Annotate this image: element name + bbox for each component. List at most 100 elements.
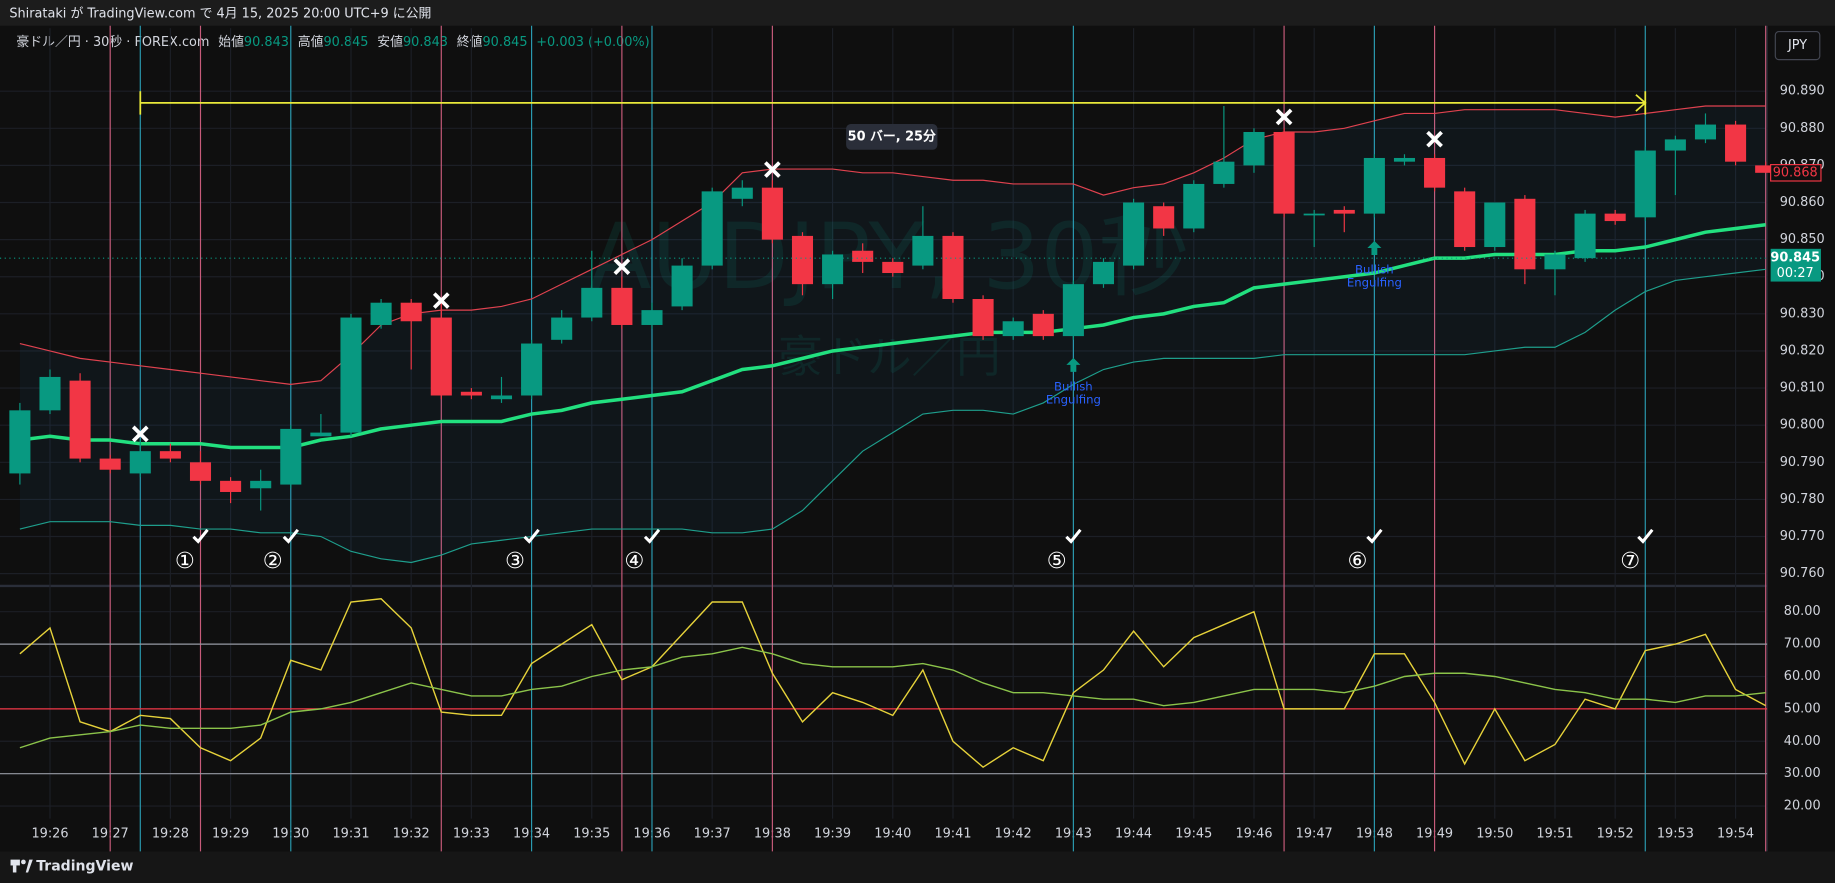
candle-body (822, 254, 844, 285)
candle-body (1694, 124, 1717, 140)
candle-body (1634, 150, 1656, 218)
y-tick-label: 90.760 (1780, 566, 1825, 581)
candle-body (490, 395, 513, 400)
x-mark (432, 292, 450, 309)
candle-body (1333, 209, 1355, 214)
x-mark (1275, 108, 1293, 126)
candle-body (159, 451, 181, 459)
check-mark (192, 528, 209, 544)
series-line (19, 646, 1766, 749)
y-tick-label: 90.790 (1780, 455, 1825, 470)
candle-body (701, 191, 723, 266)
band-fill (19, 106, 1766, 563)
x-tick-label: 19:26 (31, 826, 68, 841)
check-mark (643, 528, 661, 544)
candle-body (1424, 157, 1446, 188)
pattern-arrow (1066, 357, 1081, 372)
x-tick-label: 19:46 (1235, 826, 1272, 841)
watermark: 豪ドル／円 (778, 332, 1000, 383)
candle-body (972, 298, 994, 337)
candle-body (370, 302, 392, 325)
candle-body (1062, 284, 1084, 337)
legend-label: 終値 (457, 34, 483, 50)
footer-bar (0, 851, 1835, 883)
x-tick-label: 19:47 (1296, 826, 1333, 841)
candle-body (1183, 183, 1205, 229)
candle-body (1363, 157, 1385, 214)
annotation-number: ② (263, 548, 283, 574)
y-tick-label: 40.00 (1784, 734, 1821, 749)
candle-body (340, 317, 362, 433)
y-tick-label: 90.890 (1780, 84, 1825, 99)
candle-body (671, 265, 693, 307)
measure-box (846, 123, 938, 150)
annotation-number: ⑥ (1348, 548, 1368, 574)
candle-body (280, 428, 302, 485)
currency-button[interactable] (1774, 30, 1821, 61)
candle-body (220, 480, 242, 492)
candle-body (761, 187, 783, 240)
legend-label: 高値 (298, 34, 324, 50)
candle-body (791, 235, 814, 285)
candle-body (731, 187, 753, 199)
candle-body (942, 235, 964, 299)
pattern-label: Bullish (1355, 263, 1394, 277)
candle-body (39, 376, 61, 411)
annotation-number: ⑦ (1620, 548, 1640, 574)
candle-body (1092, 261, 1115, 285)
y-tick-label: 90.770 (1780, 529, 1825, 544)
y-tick-label: 90.810 (1780, 381, 1825, 396)
x-tick-label: 19:50 (1476, 826, 1513, 841)
check-mark (282, 528, 300, 544)
legend-value: 90.843 (403, 35, 448, 50)
candle-body (1303, 213, 1325, 216)
annotation-number: ① (175, 548, 195, 574)
current-price-box (1770, 248, 1821, 282)
x-tick-label: 19:54 (1717, 826, 1754, 841)
y-tick-label: 90.860 (1780, 195, 1825, 210)
header-bar (0, 0, 1835, 26)
x-tick-label: 19:51 (1536, 826, 1573, 841)
y-tick-label: 60.00 (1784, 669, 1821, 684)
x-tick-label: 19:40 (874, 826, 911, 841)
candle-body (581, 287, 603, 318)
legend-change: +0.003 (+0.00%) (536, 35, 649, 50)
candle-body (882, 261, 904, 274)
candle-body (1454, 191, 1476, 248)
x-tick-label: 19:37 (694, 826, 731, 841)
candle-body (250, 480, 272, 489)
indicator-line (19, 268, 1766, 564)
y-tick-label: 80.00 (1784, 604, 1821, 619)
footer-brand: TradingView (36, 859, 133, 875)
series-line (19, 598, 1767, 769)
check-mark (1637, 528, 1654, 544)
candle-body (1273, 131, 1295, 214)
x-mark (1426, 130, 1443, 148)
candle-body (1664, 139, 1686, 151)
legend-value: 90.845 (323, 35, 368, 50)
candle-body (1243, 131, 1265, 166)
check-mark (1366, 528, 1383, 544)
candle-body (1755, 165, 1777, 173)
legend-value: 90.845 (483, 35, 528, 50)
x-tick-label: 19:52 (1597, 826, 1634, 841)
candle-body (1484, 202, 1506, 248)
candle-body (69, 380, 91, 459)
indicator-line (19, 223, 1766, 450)
header-title: Shirataki が TradingView.com で 4月 15, 202… (9, 7, 431, 22)
legend: 豪ドル／円 · 30秒 · FOREX.com 始値90.843 高値90.84… (16, 34, 649, 50)
legend-symbol: 豪ドル／円 · 30秒 · FOREX.com (16, 34, 209, 50)
legend-value: 90.843 (244, 35, 289, 50)
candle-body (9, 410, 31, 474)
candle-body (430, 317, 452, 396)
x-tick-label: 19:29 (212, 826, 249, 841)
candle-body (1604, 213, 1626, 222)
x-mark (613, 258, 631, 275)
last-price-label: 90.868 (1773, 165, 1818, 180)
y-tick-label: 90.780 (1780, 492, 1825, 507)
pattern-label: Bullish (1054, 380, 1093, 394)
x-tick-label: 19:45 (1175, 826, 1212, 841)
measure-label: 50 バー, 25分 (848, 128, 936, 144)
currency-label[interactable]: JPY (1787, 38, 1807, 53)
